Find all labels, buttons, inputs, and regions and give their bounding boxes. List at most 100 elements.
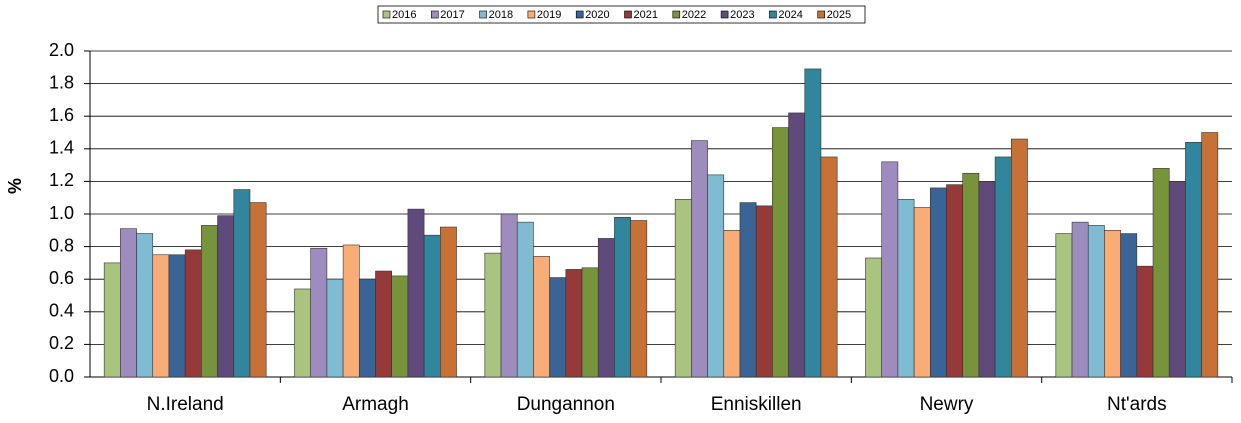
bar	[1136, 265, 1154, 378]
legend-marker	[430, 10, 439, 19]
legend-label: 2019	[537, 9, 561, 21]
bar	[962, 172, 980, 378]
bar	[1120, 233, 1138, 378]
bar	[1010, 138, 1028, 378]
legend-marker	[624, 10, 632, 19]
bar	[707, 174, 725, 378]
bar	[723, 230, 741, 378]
bar	[614, 216, 631, 378]
y-tick-label: 1.8	[49, 72, 74, 92]
bar	[1104, 230, 1121, 378]
y-tick-label: 0.0	[49, 366, 74, 386]
legend-marker	[479, 10, 487, 19]
y-tick-label: 2.0	[49, 40, 74, 60]
legend-marker	[769, 10, 777, 19]
bar	[152, 254, 170, 378]
bar	[1201, 132, 1219, 378]
bar	[929, 187, 947, 378]
bar	[978, 181, 996, 378]
y-axis-label: %	[5, 178, 25, 194]
legend-marker	[720, 10, 729, 19]
legend-marker	[575, 10, 584, 19]
legend-label: 2020	[585, 9, 609, 21]
bar	[739, 202, 757, 378]
bar	[168, 254, 186, 378]
bar	[184, 249, 202, 378]
y-tick-label: 1.4	[49, 138, 74, 158]
bar	[516, 221, 534, 378]
bar	[233, 189, 251, 378]
bar	[294, 288, 312, 378]
bar	[358, 278, 376, 378]
y-tick-label: 0.6	[49, 268, 74, 288]
bar	[217, 215, 235, 378]
bar	[1168, 181, 1186, 378]
legend-label: 2025	[827, 9, 851, 21]
y-tick-label: 0.8	[49, 235, 74, 255]
legend-marker	[817, 10, 826, 19]
bar	[804, 68, 822, 378]
bar	[772, 127, 789, 378]
bar	[423, 234, 441, 378]
bar	[103, 262, 121, 378]
legend-marker	[672, 10, 681, 19]
bar	[375, 270, 393, 378]
bar	[326, 278, 344, 378]
bar	[342, 244, 360, 378]
bar	[755, 205, 773, 378]
bar	[439, 226, 457, 378]
legend-label: 2023	[730, 9, 754, 21]
bar	[1071, 221, 1089, 378]
legend-label: 2018	[489, 9, 513, 21]
x-tick-label: Dungannon	[517, 394, 615, 415]
bar	[994, 156, 1012, 378]
bar	[201, 225, 218, 378]
x-tick-label: Enniskillen	[711, 394, 802, 415]
bar	[913, 207, 931, 378]
legend-label: 2016	[392, 9, 416, 21]
bar	[249, 202, 267, 378]
bar	[597, 238, 615, 378]
x-tick-label: Nt'ards	[1107, 394, 1167, 415]
bar	[565, 269, 583, 378]
bar	[549, 277, 567, 378]
legend-label: 2017	[440, 9, 464, 21]
x-tick-label: N.Ireland	[147, 394, 224, 415]
y-tick-label: 1.0	[49, 203, 74, 223]
y-tick-label: 0.4	[49, 301, 74, 321]
bar	[533, 256, 550, 378]
bar	[674, 199, 692, 378]
bar	[484, 252, 502, 378]
bar	[630, 220, 648, 378]
legend-label: 2024	[778, 9, 802, 21]
bar	[581, 267, 599, 378]
legend-label: 2022	[682, 9, 706, 21]
legend-marker	[382, 10, 391, 19]
bar	[820, 156, 838, 378]
x-tick-label: Newry	[920, 394, 974, 415]
bar	[691, 140, 708, 378]
bar	[1185, 141, 1202, 378]
bar	[788, 112, 806, 378]
bar	[407, 208, 425, 378]
bar	[310, 247, 328, 378]
y-tick-label: 1.2	[49, 170, 74, 190]
x-tick-label: Armagh	[342, 394, 409, 415]
y-tick-label: 1.6	[49, 105, 74, 125]
y-tick-label: 0.2	[49, 333, 74, 353]
bar	[1152, 168, 1170, 378]
bar	[391, 275, 409, 378]
bar	[865, 257, 883, 378]
legend-box	[377, 5, 866, 24]
bar	[500, 213, 518, 378]
bar	[1055, 233, 1073, 378]
bar	[120, 228, 137, 378]
bar	[1087, 225, 1105, 378]
legend-label: 2021	[634, 9, 658, 21]
bar	[881, 161, 899, 378]
bar	[946, 184, 964, 378]
bar	[897, 199, 915, 378]
bar	[136, 233, 154, 378]
